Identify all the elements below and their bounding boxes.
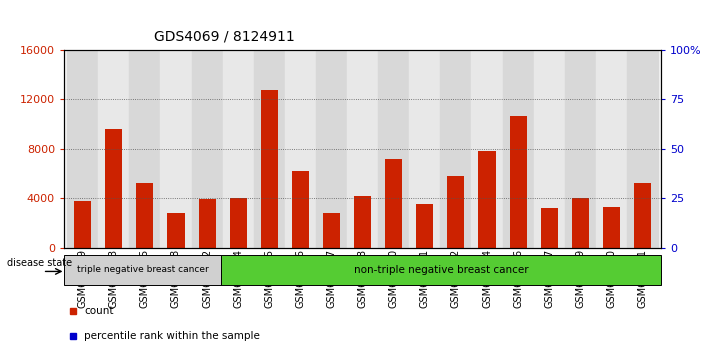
Bar bbox=[471, 50, 503, 248]
Bar bbox=[565, 50, 596, 248]
Bar bbox=[285, 50, 316, 248]
Bar bbox=[98, 50, 129, 248]
Bar bbox=[479, 151, 496, 248]
Bar bbox=[254, 50, 285, 248]
Bar bbox=[230, 198, 247, 248]
Bar bbox=[105, 129, 122, 248]
Bar bbox=[137, 183, 154, 248]
Bar bbox=[167, 213, 185, 248]
Bar bbox=[385, 159, 402, 248]
Text: non-triple negative breast cancer: non-triple negative breast cancer bbox=[354, 265, 528, 275]
Bar bbox=[503, 50, 534, 248]
Text: percentile rank within the sample: percentile rank within the sample bbox=[84, 331, 260, 341]
Bar bbox=[540, 208, 558, 248]
Bar bbox=[316, 50, 347, 248]
Text: triple negative breast cancer: triple negative breast cancer bbox=[77, 266, 208, 274]
Bar bbox=[510, 116, 527, 248]
Bar bbox=[410, 50, 440, 248]
Bar bbox=[198, 199, 215, 248]
Bar bbox=[447, 176, 464, 248]
Bar bbox=[596, 50, 627, 248]
Bar bbox=[354, 196, 371, 248]
Bar bbox=[378, 50, 410, 248]
Text: GDS4069 / 8124911: GDS4069 / 8124911 bbox=[154, 29, 294, 43]
Bar bbox=[534, 50, 565, 248]
Bar bbox=[440, 50, 471, 248]
Bar bbox=[347, 50, 378, 248]
Bar bbox=[323, 213, 340, 248]
Bar bbox=[223, 50, 254, 248]
Text: count: count bbox=[84, 306, 114, 316]
Bar bbox=[74, 201, 91, 248]
Bar bbox=[416, 204, 434, 248]
Bar bbox=[129, 50, 161, 248]
Bar bbox=[67, 50, 98, 248]
Bar bbox=[64, 255, 221, 285]
Bar bbox=[603, 207, 620, 248]
Bar bbox=[261, 90, 278, 248]
Text: disease state: disease state bbox=[6, 258, 72, 268]
Bar bbox=[292, 171, 309, 248]
Bar bbox=[161, 50, 191, 248]
Bar bbox=[627, 50, 658, 248]
Bar bbox=[634, 183, 651, 248]
Bar bbox=[572, 198, 589, 248]
Bar bbox=[191, 50, 223, 248]
Bar bbox=[221, 255, 661, 285]
